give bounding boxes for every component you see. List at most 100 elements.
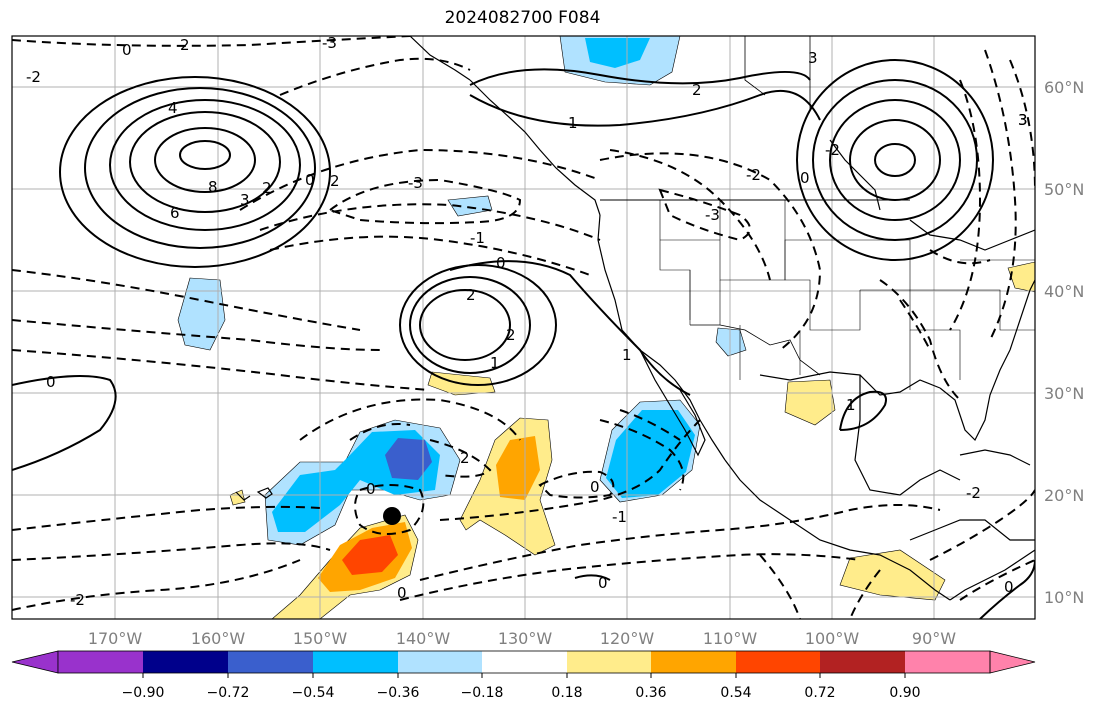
colorbar-tick-label: −0.18 [461,685,504,701]
shade-light-blue-west [177,277,226,351]
colorbar-tick-label: 0.36 [635,685,666,701]
contour-label: 0 [590,478,600,496]
shade-red-south [342,535,398,575]
contours-negative [12,36,1035,619]
contour-label: 2 [506,326,516,344]
contour-label: 0 [1004,578,1014,596]
map-frame [11,35,1036,620]
colorbar-outline [57,650,991,674]
contour-label: -2 [746,166,761,184]
lon-label: 120°W [600,629,655,648]
colorbar-bin [651,651,736,673]
contour-label: 1 [568,114,578,132]
colorbar-bin [58,651,143,673]
contour-label: 2 [330,172,340,190]
colorbar-bin [313,651,398,673]
lon-label: 130°W [498,629,553,648]
colorbar-bin [820,651,905,673]
colorbar-under-arrow [11,650,59,674]
contour-label: -1 [612,508,627,526]
coastlines [235,36,1035,601]
colorbar-tick-label: −0.72 [207,685,250,701]
shade-light-blue-north-small [447,195,493,217]
colorbar-tick-label: −0.54 [292,685,335,701]
contour-label: 2 [180,36,190,54]
colorbar-tick-label: −0.90 [122,685,165,701]
shade-orange-plume [496,436,540,500]
contour-label: -2 [26,68,41,86]
colorbar-tick-label: 0.18 [551,685,582,701]
lat-label: 20°N [1044,486,1084,505]
contour-label: -2 [825,141,840,159]
colorbar-bin [398,651,482,673]
contour-label: -3 [705,206,720,224]
colorbar-bin [736,651,820,673]
storm-marker-dot [383,507,401,525]
map-title: 2024082700 F084 [444,8,601,28]
shaded-anomalies [177,36,1035,619]
contour-label: 3 [808,49,818,67]
lat-label: 50°N [1044,180,1084,199]
contour-label: 1 [846,396,856,414]
contour-label: 1 [622,346,632,364]
shade-yellow-gulf [784,379,836,426]
contour-label: 0 [366,480,376,498]
contour-label: 3 [1018,111,1028,129]
colorbar: −0.90 −0.72 −0.54 −0.36 −0.18 0.18 0.36 … [11,650,1036,701]
lat-label: 60°N [1044,78,1084,97]
colorbar-over-arrow [989,650,1036,674]
latitude-labels: 60°N 50°N 40°N 30°N 20°N 10°N [1044,78,1084,607]
contours-positive [12,59,1035,619]
colorbar-bin [482,651,567,673]
lat-label: 10°N [1044,588,1084,607]
contour-label: 0 [800,169,810,187]
lat-label: 40°N [1044,282,1084,301]
contour-label: 2 [262,179,272,197]
colorbar-tick-label: 0.72 [804,685,835,701]
contour-labels: 2 -2 0 3 2 -3 3 4 8 6 3 2 0 2 -3 -3 1 -1… [26,34,1028,609]
shade-dark-blue-cluster [385,438,432,480]
shade-light-blue-central [715,327,747,357]
contour-label: 3 [1018,111,1028,129]
shade-blue-baja [606,410,695,498]
colorbar-bin [567,651,651,673]
lon-label: 100°W [805,629,860,648]
contour-label: 0 [397,584,407,602]
lon-label: 170°W [88,629,143,648]
contour-label: -3 [408,174,423,192]
contour-label: 0 [122,41,132,59]
contour-label: 0 [46,373,56,391]
contour-label: 0 [496,254,506,272]
shade-blue-north [585,38,650,68]
contour-label: 2 [692,81,702,99]
lat-label: 30°N [1044,384,1084,403]
colorbar-tick-label: −0.36 [377,685,420,701]
colorbar-bin [143,651,228,673]
lon-label: 90°W [912,629,956,648]
lon-label: 150°W [293,629,348,648]
contour-label: 0 [598,574,608,592]
longitude-labels: 170°W 160°W 150°W 140°W 130°W 120°W 110°… [88,629,956,648]
colorbar-bin [228,651,313,673]
lon-label: 140°W [396,629,451,648]
contour-label: -2 [966,484,981,502]
contour-label: 8 [208,178,218,196]
contour-label: 0 [305,171,315,189]
lon-label: 110°W [703,629,758,648]
contour-label: 6 [170,204,180,222]
contour-label: 2 [460,449,470,467]
contour-label: 3 [240,191,250,209]
contour-label: 4 [168,99,178,117]
contour-label: 1 [490,354,500,372]
shade-yellow-hawaii [229,489,246,506]
shade-yellow-east [1007,261,1035,293]
colorbar-bin [905,651,990,673]
contour-label: -3 [322,34,337,52]
colorbar-tick-label: 0.54 [720,685,751,701]
colorbar-tick-label: 0.90 [889,685,920,701]
contour-label: -2 [70,591,85,609]
contour-label: 2 [466,286,476,304]
lon-label: 160°W [191,629,246,648]
contour-label: -1 [470,229,485,247]
